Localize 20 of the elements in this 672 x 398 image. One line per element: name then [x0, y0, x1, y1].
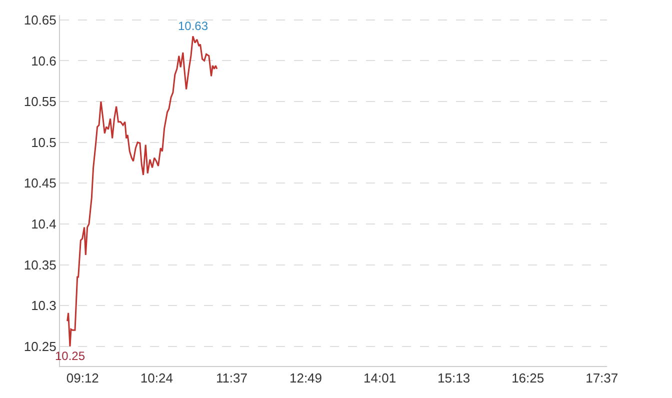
- x-tick-label: 10:24: [140, 370, 173, 386]
- annotation: 10.63: [178, 19, 208, 33]
- x-tick-label: 17:37: [586, 370, 618, 386]
- x-tick-label: 12:49: [289, 370, 322, 386]
- y-tick-label: 10.4: [31, 216, 56, 232]
- y-tick-label: 10.5: [31, 134, 56, 150]
- y-tick-label: 10.6: [31, 53, 56, 68]
- y-tick-label: 10.55: [24, 94, 56, 110]
- x-tick-label: 15:13: [438, 370, 470, 386]
- x-tick-label: 11:37: [216, 370, 248, 386]
- y-tick-label: 10.25: [24, 338, 56, 354]
- y-tick-label: 10.45: [24, 176, 56, 191]
- x-tick-label: 09:12: [66, 370, 99, 386]
- annotation: 10.25: [55, 349, 86, 363]
- y-tick-label: 10.35: [24, 257, 56, 272]
- x-tick-label: 14:01: [364, 370, 396, 386]
- y-tick-label: 10.65: [24, 12, 56, 28]
- x-tick-label: 16:25: [512, 370, 544, 386]
- y-tick-label: 10.3: [31, 298, 56, 314]
- line-series: [66, 35, 218, 348]
